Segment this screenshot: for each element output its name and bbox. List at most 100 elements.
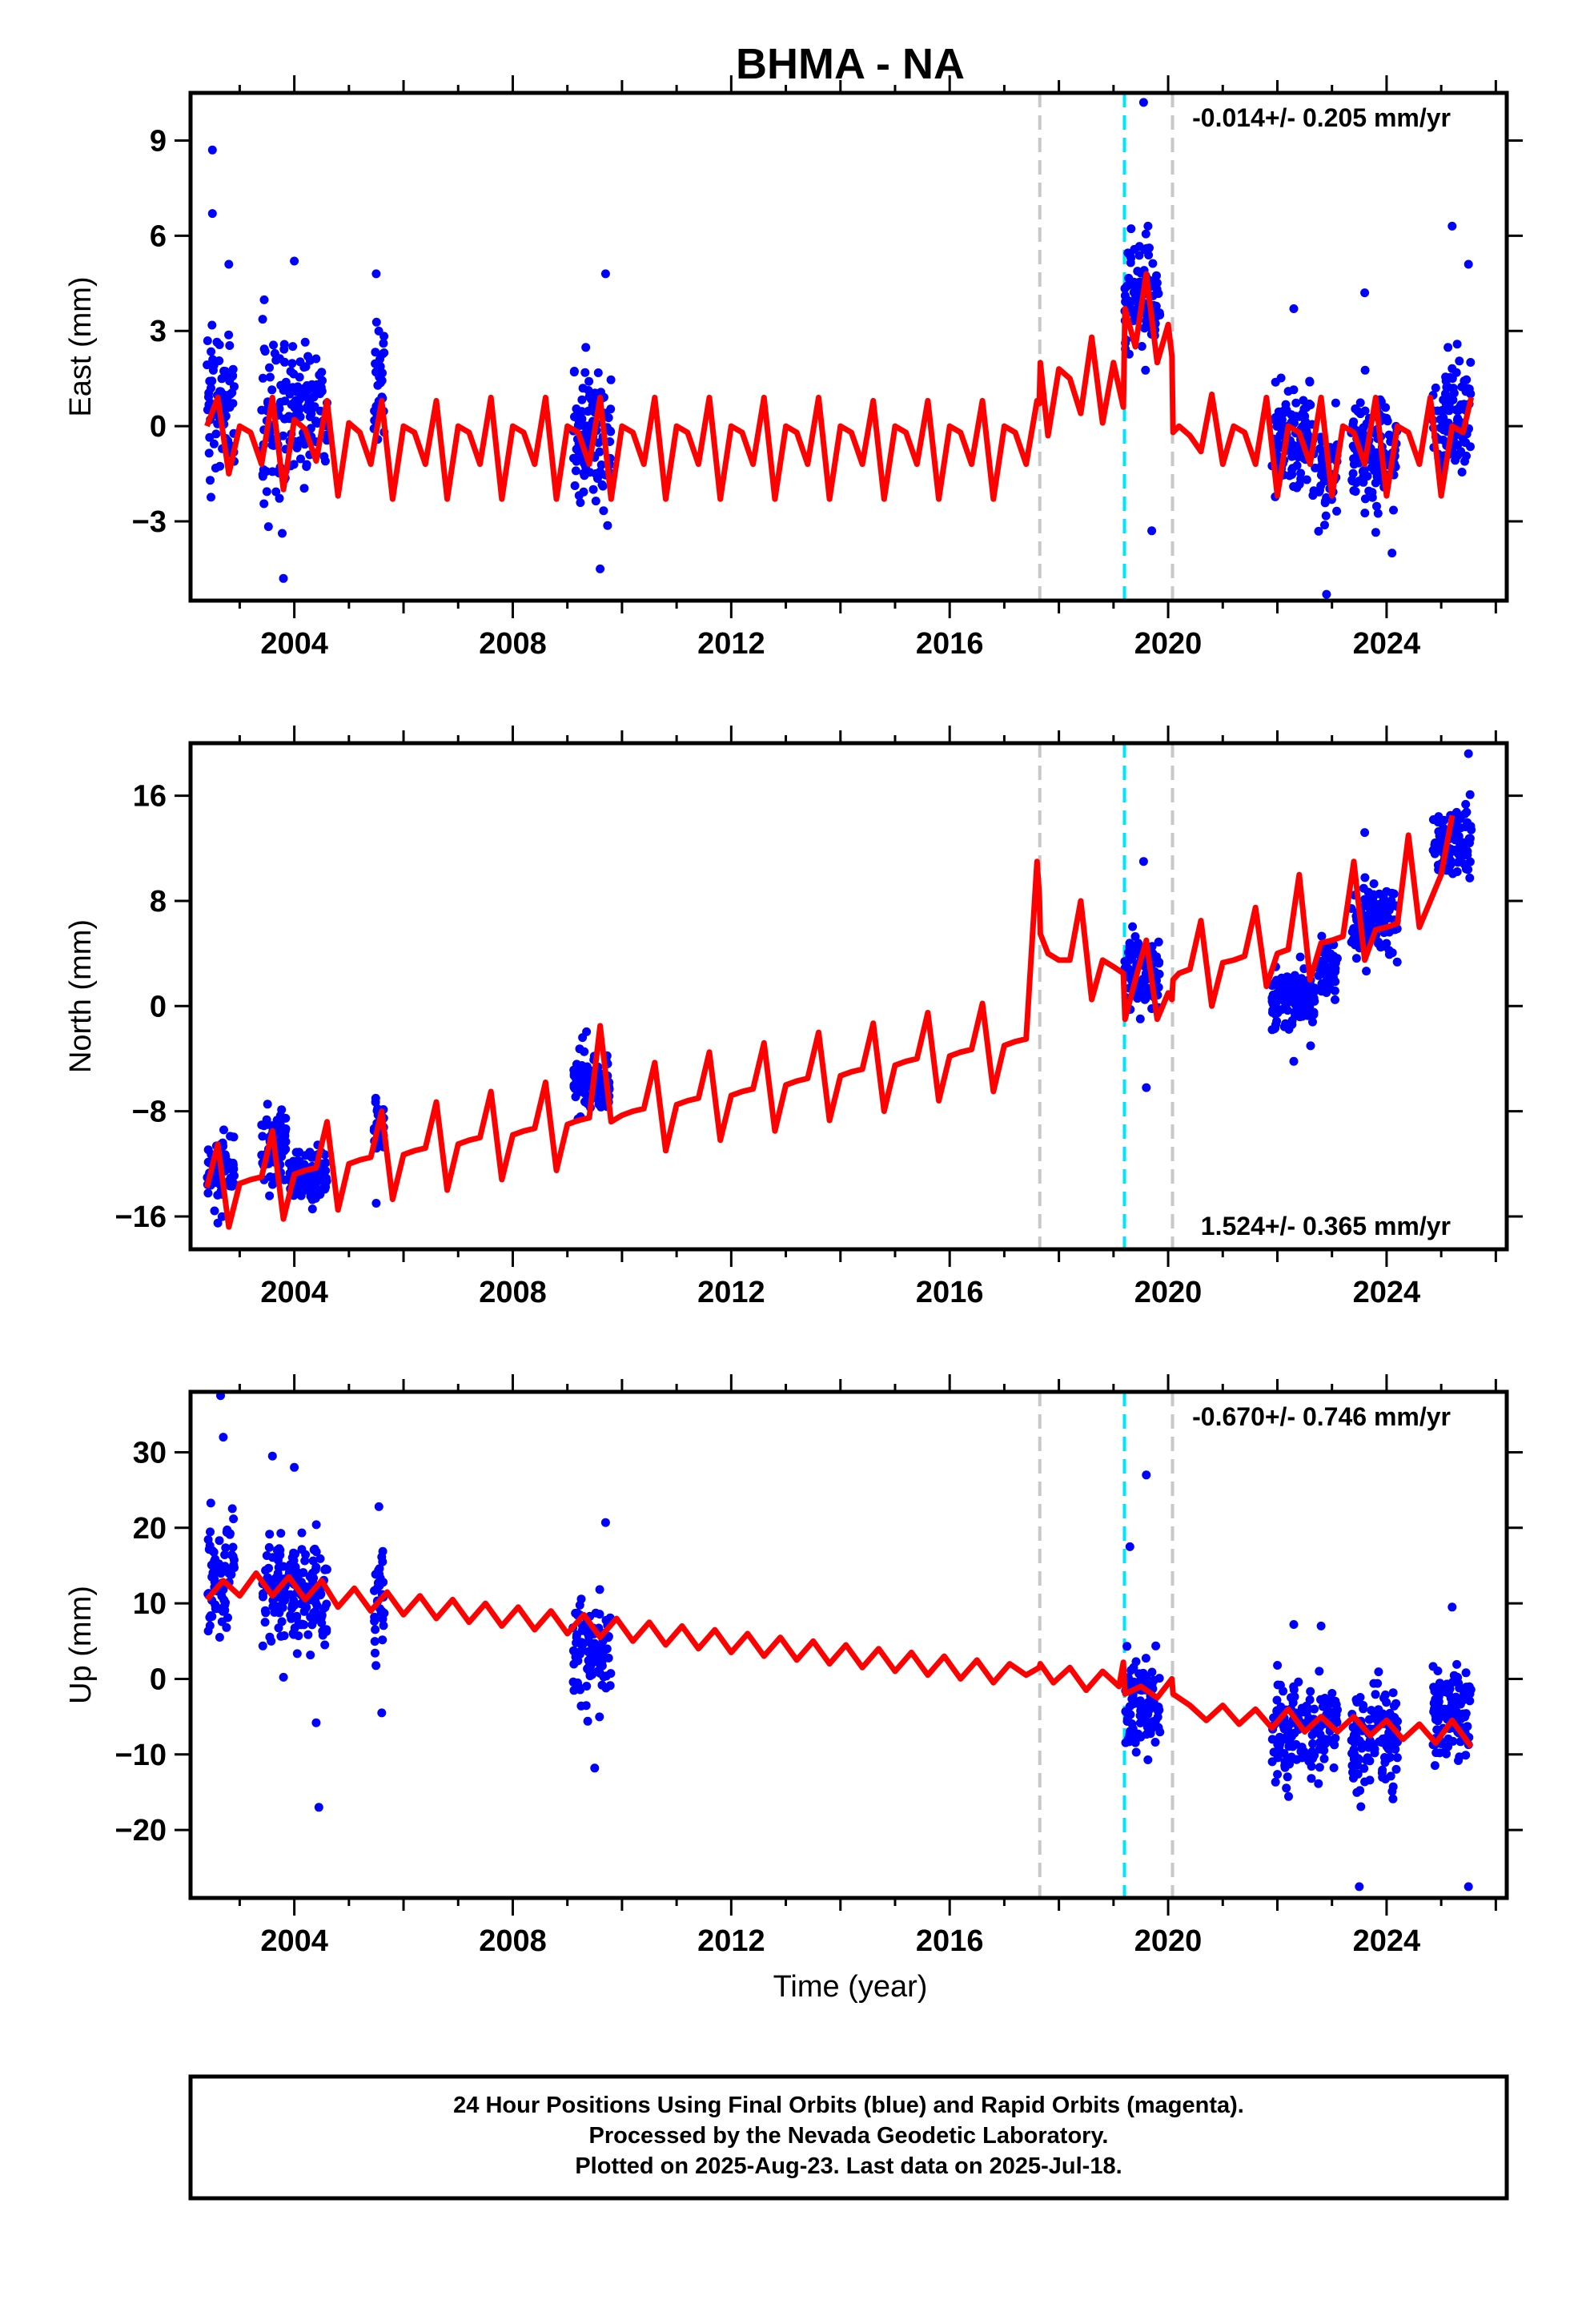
data-point <box>319 452 329 461</box>
data-point <box>1272 421 1282 431</box>
data-point <box>216 1569 226 1578</box>
data-point <box>599 506 608 516</box>
data-point <box>569 1071 579 1080</box>
data-point <box>300 1556 310 1566</box>
data-point <box>309 392 319 402</box>
data-point <box>225 341 235 350</box>
data-point <box>377 1606 387 1616</box>
data-point <box>579 1638 588 1648</box>
data-point <box>1315 1763 1324 1772</box>
data-point <box>207 209 217 219</box>
x-tick-label: 2024 <box>1353 1924 1421 1958</box>
data-point <box>579 468 588 478</box>
data-point <box>1430 1761 1439 1771</box>
data-point <box>259 295 269 304</box>
x-tick-label: 2016 <box>916 1924 984 1958</box>
data-point <box>572 1632 581 1642</box>
data-point <box>259 465 268 474</box>
data-point <box>1137 342 1146 351</box>
data-point <box>1303 430 1312 440</box>
data-point <box>302 1602 311 1612</box>
x-tick-label: 2016 <box>916 627 984 661</box>
data-point <box>1389 505 1398 515</box>
data-point <box>1431 383 1440 392</box>
data-point <box>1453 1695 1463 1703</box>
data-point <box>1443 383 1453 392</box>
data-point <box>1135 1014 1145 1023</box>
data-point <box>1381 1775 1390 1783</box>
data-point <box>371 1661 381 1671</box>
data-point <box>219 1433 228 1442</box>
data-point <box>226 1173 235 1183</box>
x-tick-label: 2020 <box>1134 1276 1203 1309</box>
data-point <box>591 497 600 506</box>
data-point <box>1277 415 1287 424</box>
data-point <box>1143 1755 1153 1764</box>
data-point <box>595 1712 604 1722</box>
north-panel: 16 8 0 −8 −16 2004 2008 2012 2016 2020 2024 North (… <box>64 726 1523 1309</box>
data-point <box>257 1120 267 1130</box>
data-point <box>1380 1690 1390 1699</box>
data-point <box>315 1554 325 1563</box>
data-point <box>600 269 610 279</box>
data-point <box>1360 288 1370 298</box>
data-point <box>311 1520 321 1530</box>
data-point <box>1435 831 1444 841</box>
data-point <box>576 498 585 508</box>
data-point <box>1124 273 1134 283</box>
data-point <box>279 1672 288 1682</box>
data-point <box>1126 1666 1136 1675</box>
data-point <box>1315 1723 1324 1733</box>
data-point <box>595 1658 604 1667</box>
data-point <box>1371 1690 1380 1699</box>
data-point <box>211 429 221 439</box>
data-point <box>1130 289 1140 299</box>
data-point <box>1142 990 1151 999</box>
data-point <box>1289 385 1299 395</box>
plot-frame <box>188 90 1509 603</box>
velocity-label: 1.524+/- 0.365 mm/yr <box>1201 1212 1451 1240</box>
data-point <box>1287 994 1297 1003</box>
data-point <box>228 1542 238 1552</box>
data-point <box>606 375 616 384</box>
data-point <box>1327 1689 1337 1698</box>
data-point <box>1295 994 1304 1003</box>
data-point <box>270 348 279 358</box>
data-point <box>281 1144 291 1154</box>
y-axis-label: East (mm) <box>64 276 98 416</box>
data-point <box>1308 1017 1317 1027</box>
data-point <box>301 392 311 401</box>
data-point <box>227 1504 237 1514</box>
data-point <box>378 1546 387 1556</box>
x-axis-label: Time (year) <box>773 1970 928 2004</box>
data-point <box>594 1100 604 1109</box>
data-point <box>605 426 615 436</box>
data-point <box>209 1547 219 1557</box>
data-point <box>308 1556 318 1566</box>
data-point <box>1272 1695 1282 1705</box>
data-point <box>1352 1787 1362 1797</box>
east-panel: 9 6 3 0 −3 2004 2008 2012 2016 2020 2024 East (mm) -… <box>64 75 1523 661</box>
data-point <box>1464 1882 1473 1892</box>
y-tick-label: −3 <box>132 505 167 539</box>
data-point <box>1295 952 1305 962</box>
data-point <box>1267 1757 1277 1767</box>
data-point <box>267 385 277 395</box>
y-tick-label: 6 <box>150 219 167 253</box>
data-point <box>302 460 311 469</box>
data-point <box>1291 1011 1300 1021</box>
data-point <box>371 1199 381 1208</box>
data-point <box>229 1164 239 1174</box>
data-point <box>1329 1763 1339 1772</box>
data-point <box>320 1602 330 1612</box>
data-point <box>220 1150 230 1160</box>
info-line-2: Processed by the Nevada Geodetic Laborat… <box>589 2123 1109 2149</box>
data-point <box>215 1633 224 1642</box>
data-point <box>593 368 603 377</box>
data-point <box>224 1157 234 1167</box>
data-point <box>1319 1754 1329 1763</box>
data-point <box>570 1647 579 1656</box>
data-point <box>1367 493 1377 502</box>
data-point <box>224 259 234 269</box>
data-point <box>1362 967 1371 976</box>
